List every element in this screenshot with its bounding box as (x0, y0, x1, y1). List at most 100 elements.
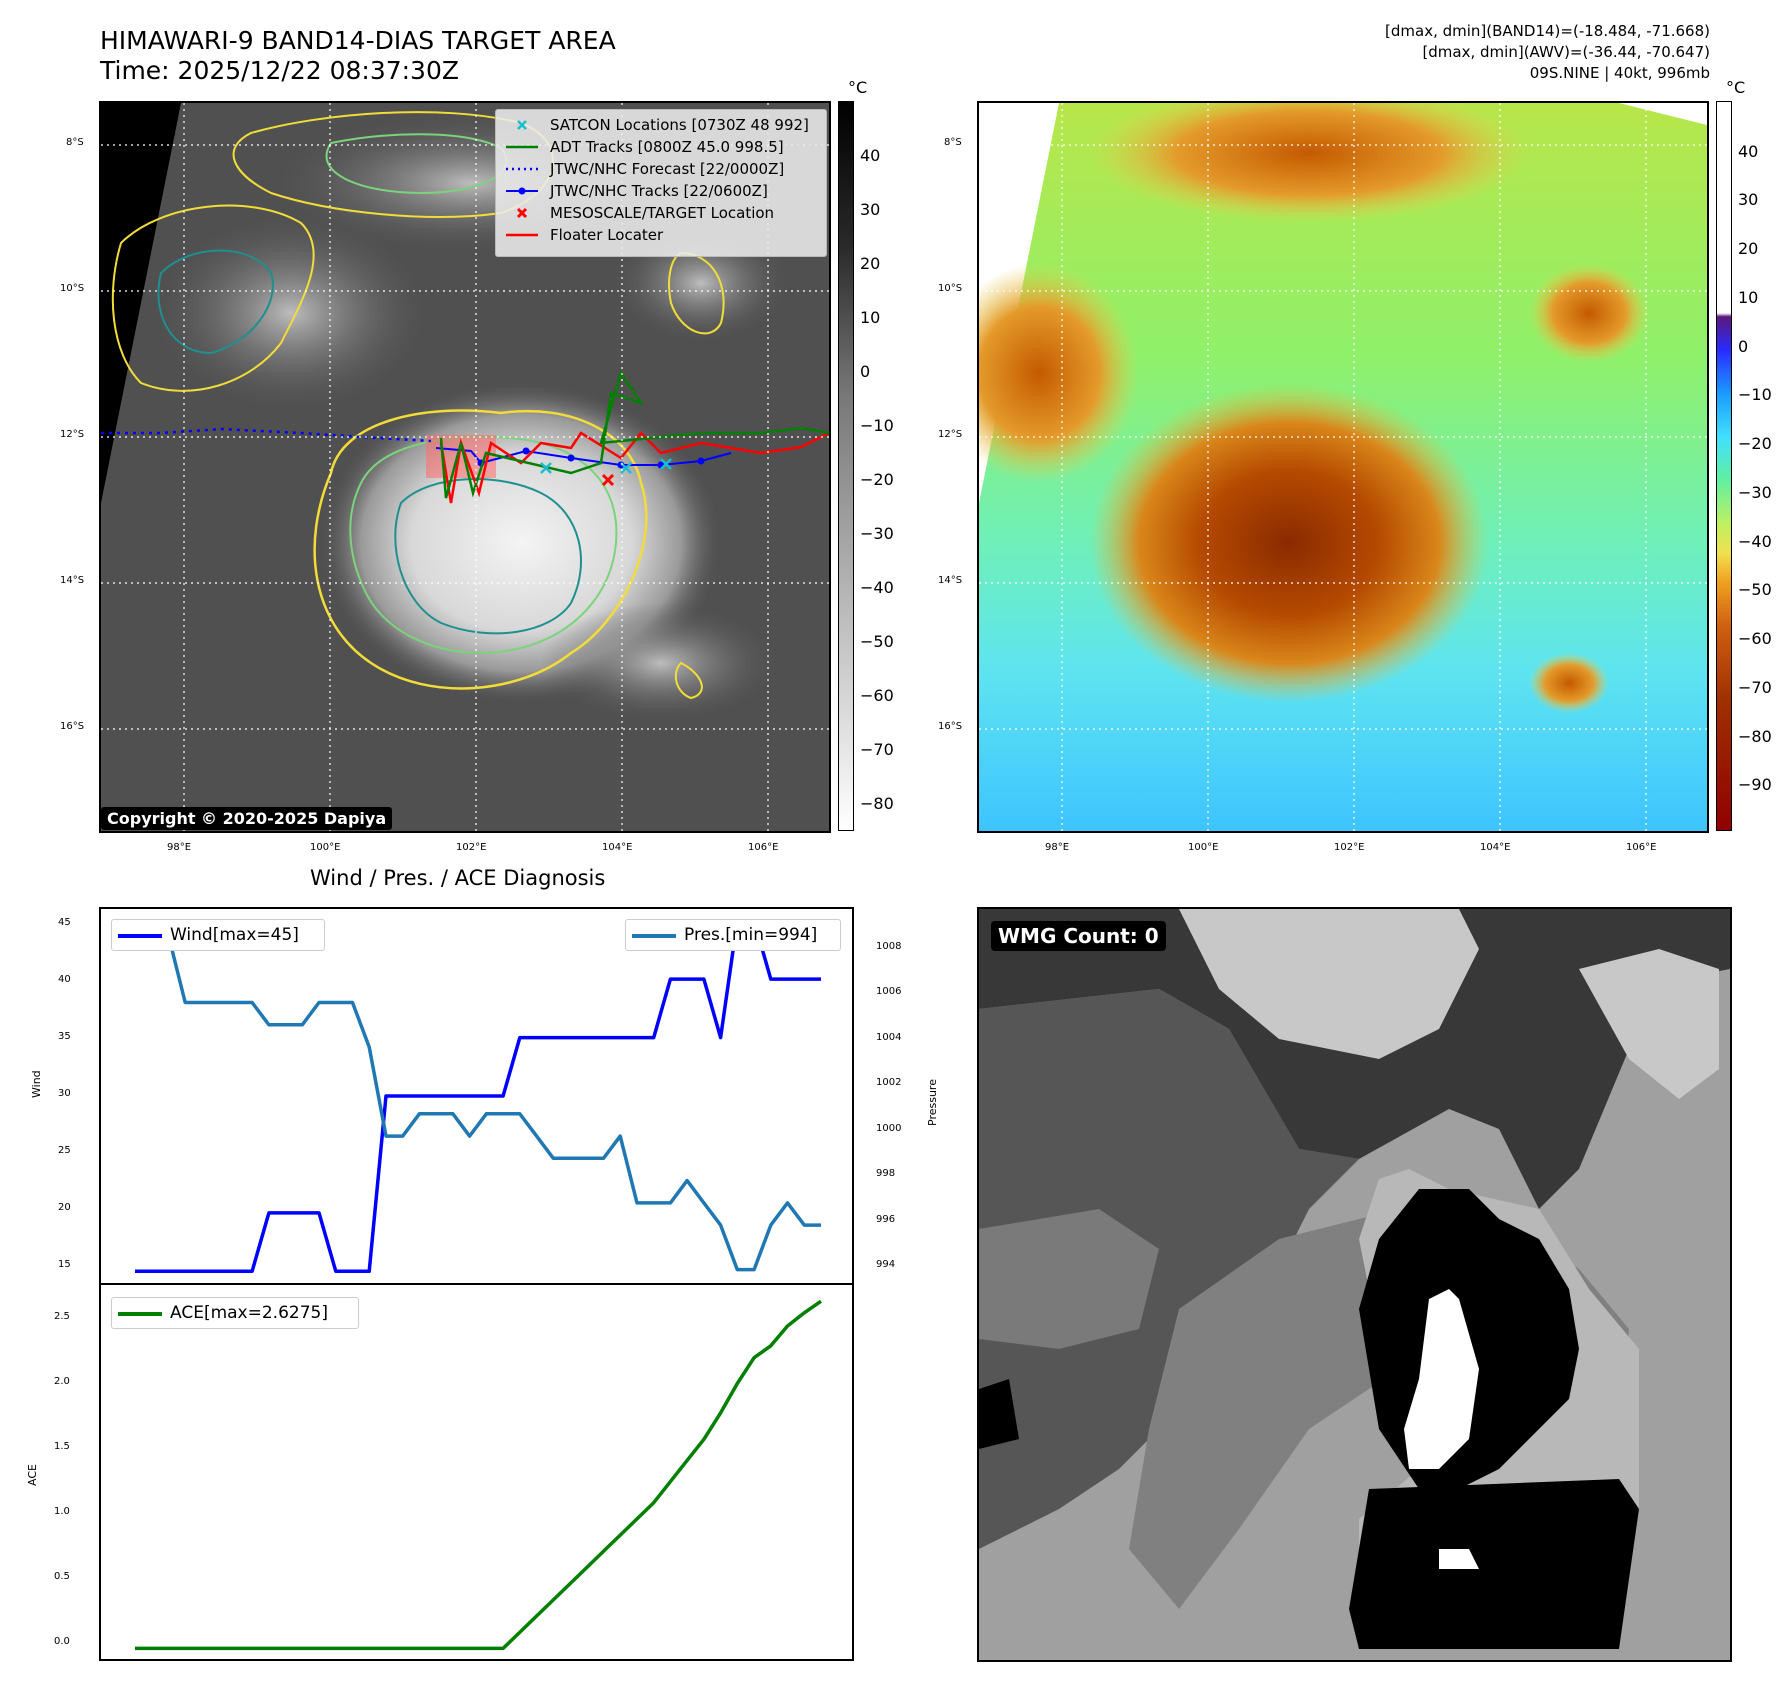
ir-colorbar-tick: −20 (860, 470, 894, 489)
awv-lat-label: 16°S (938, 721, 963, 732)
pressure-tick: 1008 (876, 941, 902, 952)
wind-series-line (135, 918, 821, 1274)
pressure-tick: 1000 (876, 1123, 902, 1134)
chart-title: HIMAWARI-9 BAND14-DIAS TARGET AREA (100, 26, 616, 55)
pressure-tick: 996 (876, 1214, 896, 1225)
ir-colorbar-tick: −10 (860, 416, 894, 435)
wind-legend: Wind[max=45] (111, 919, 325, 951)
wind-tick: 25 (58, 1145, 71, 1156)
ace-tick: 1.5 (54, 1441, 70, 1452)
ir-colorbar-tick: 30 (860, 200, 881, 219)
ace-axis-label: ACE (26, 1464, 39, 1486)
ir-lat-label: 8°S (66, 137, 84, 148)
mesoscale-target-marker (601, 473, 615, 487)
jtwc-forecast-track (101, 427, 432, 443)
ir-colorbar-tick: −80 (860, 794, 894, 813)
ir-lat-label: 14°S (60, 575, 85, 586)
wmg-image (979, 909, 1730, 1649)
storm-summary: 09S.NINE | 40kt, 996mb (1529, 64, 1710, 82)
ir-lon-label: 98°E (167, 842, 192, 853)
pressure-tick: 994 (876, 1259, 896, 1270)
wind-tick: 35 (58, 1031, 71, 1042)
ace-series-line (135, 1299, 822, 1651)
awv-lon-label: 104°E (1480, 842, 1511, 853)
ir-lon-label: 104°E (602, 842, 633, 853)
ace-legend: ACE[max=2.6275] (111, 1297, 359, 1329)
ace-panel: ACE[max=2.6275] (99, 1283, 854, 1661)
ir-colorbar-tick: −50 (860, 632, 894, 651)
ir-nodata-region (101, 103, 181, 503)
ir-map-legend: SATCON Locations [0730Z 48 992] ADT Trac… (495, 109, 827, 257)
ir-colorbar-unit: °C (848, 78, 868, 97)
pressure-tick: 1006 (876, 986, 902, 997)
ir-lon-label: 106°E (748, 842, 779, 853)
awv-colorbar-tick: 40 (1738, 142, 1759, 161)
awv-lat-label: 12°S (938, 429, 963, 440)
awv-colorbar-tick: 30 (1738, 190, 1759, 209)
satcon-markers (540, 458, 672, 474)
ir-colorbar-tick: 10 (860, 308, 881, 327)
ir-colorbar-tick: −70 (860, 740, 894, 759)
awv-colorbar (1716, 101, 1732, 831)
ace-tick: 2.5 (54, 1311, 70, 1322)
ace-tick: 0.5 (54, 1571, 70, 1582)
pressure-tick: 998 (876, 1168, 896, 1179)
stats-band14: [dmax, dmin](BAND14)=(-18.484, -71.668) (1385, 22, 1710, 40)
awv-storm-moisture (1089, 383, 1489, 703)
wmg-count-badge: WMG Count: 0 (991, 921, 1166, 951)
wind-pressure-plot (135, 918, 821, 1274)
ir-colorbar (838, 101, 854, 831)
ir-colorbar-tick: −40 (860, 578, 894, 597)
pressure-tick: 1002 (876, 1077, 902, 1088)
awv-colorbar-tick: −20 (1738, 434, 1772, 453)
ace-tick: 1.0 (54, 1506, 70, 1517)
ir-colorbar-tick: −30 (860, 524, 894, 543)
awv-lon-label: 98°E (1045, 842, 1070, 853)
ir-lon-label: 102°E (456, 842, 487, 853)
awv-colorbar-tick: 10 (1738, 288, 1759, 307)
awv-lat-label: 10°S (938, 283, 963, 294)
ir-colorbar-tick: 40 (860, 146, 881, 165)
ir-lon-label: 100°E (310, 842, 341, 853)
awv-lon-label: 106°E (1626, 842, 1657, 853)
awv-colorbar-tick: −40 (1738, 532, 1772, 551)
adt-track (439, 370, 829, 499)
ir-colorbar-tick: 0 (860, 362, 871, 381)
ace-tick: 0.0 (54, 1636, 70, 1647)
wind-tick: 30 (58, 1088, 71, 1099)
wind-tick: 45 (58, 917, 71, 928)
awv-colorbar-unit: °C (1726, 78, 1746, 97)
wmg-panel: WMG Count: 0 (977, 907, 1732, 1662)
ir-colorbar-tick: 20 (860, 254, 881, 273)
ir-contour-outer (313, 409, 648, 690)
pressure-legend: Pres.[min=994] (625, 919, 841, 951)
ir-lat-label: 16°S (60, 721, 85, 732)
pressure-tick: 1004 (876, 1032, 902, 1043)
awv-gridlines (979, 103, 1707, 831)
awv-map-panel (977, 101, 1709, 833)
awv-colorbar-tick: −60 (1738, 629, 1772, 648)
awv-lon-label: 100°E (1188, 842, 1219, 853)
awv-colorbar-tick: −10 (1738, 385, 1772, 404)
ir-lat-label: 10°S (60, 283, 85, 294)
awv-colorbar-tick: 0 (1738, 337, 1749, 356)
awv-colorbar-tick: −50 (1738, 580, 1772, 599)
floater-locater-track (439, 431, 829, 504)
ir-colorbar-tick: −60 (860, 686, 894, 705)
ace-plot (135, 1299, 822, 1651)
awv-colorbar-tick: −80 (1738, 727, 1772, 746)
awv-colorbar-tick: −30 (1738, 483, 1772, 502)
ir-contour-inner (394, 478, 582, 635)
ir-map-panel: SATCON Locations [0730Z 48 992] ADT Trac… (99, 101, 831, 833)
stats-awv: [dmax, dmin](AWV)=(-36.44, -70.647) (1422, 43, 1710, 61)
ir-lat-label: 12°S (60, 429, 85, 440)
awv-lon-label: 102°E (1334, 842, 1365, 853)
ace-tick: 2.0 (54, 1376, 70, 1387)
wind-tick: 20 (58, 1202, 71, 1213)
pressure-series-line (135, 933, 821, 1272)
wind-tick: 40 (58, 974, 71, 985)
awv-lat-label: 8°S (944, 137, 962, 148)
awv-colorbar-tick: −70 (1738, 678, 1772, 697)
diagnosis-title: Wind / Pres. / ACE Diagnosis (310, 866, 606, 890)
wmg-coldest-core (1404, 1289, 1479, 1469)
